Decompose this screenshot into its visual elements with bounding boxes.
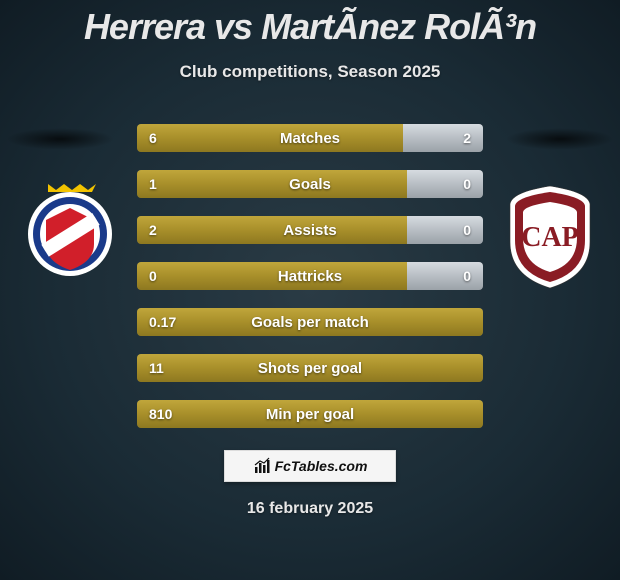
stat-row: 11Shots per goal (137, 354, 483, 382)
stat-fill-left (137, 354, 483, 382)
stat-row: 10Goals (137, 170, 483, 198)
player-shadow-right (506, 128, 614, 150)
stat-fill-left (137, 170, 407, 198)
club-crest-left (20, 178, 120, 278)
platense-badge-icon: CAP (510, 186, 590, 288)
svg-text:CAP: CAP (521, 222, 579, 253)
page-subtitle: Club competitions, Season 2025 (0, 62, 620, 82)
stat-fill-right (407, 216, 483, 244)
player-shadow-left (6, 128, 114, 150)
stats-bars: 62Matches 10Goals 20Assists 00Hattricks 0.17… (137, 124, 483, 446)
brand-label: FcTables.com (275, 458, 368, 474)
stat-fill-left (137, 216, 407, 244)
footer-date: 16 february 2025 (0, 500, 620, 518)
stat-row: 62Matches (137, 124, 483, 152)
brand-badge[interactable]: FcTables.com (224, 450, 396, 482)
page-title: Herrera vs MartÃ­nez RolÃ³n (0, 0, 620, 48)
stat-fill-right (403, 124, 483, 152)
stat-fill-left (137, 124, 403, 152)
chart-icon (253, 457, 271, 475)
club-crest-right: CAP (500, 182, 600, 282)
stat-fill-right (407, 262, 483, 290)
stat-row: 0.17Goals per match (137, 308, 483, 336)
argentinos-juniors-badge-icon (28, 184, 112, 276)
stat-fill-left (137, 400, 483, 428)
stat-row: 00Hattricks (137, 262, 483, 290)
stat-fill-left (137, 262, 407, 290)
stat-fill-left (137, 308, 483, 336)
stat-fill-right (407, 170, 483, 198)
stat-row: 810Min per goal (137, 400, 483, 428)
stat-row: 20Assists (137, 216, 483, 244)
